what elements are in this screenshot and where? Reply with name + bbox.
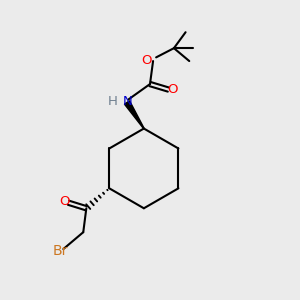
Text: N: N: [122, 95, 132, 108]
Text: O: O: [167, 83, 178, 96]
Text: O: O: [59, 195, 70, 208]
Polygon shape: [124, 101, 144, 129]
Text: H: H: [107, 95, 117, 108]
Text: Br: Br: [52, 244, 68, 258]
Text: O: O: [141, 54, 152, 67]
